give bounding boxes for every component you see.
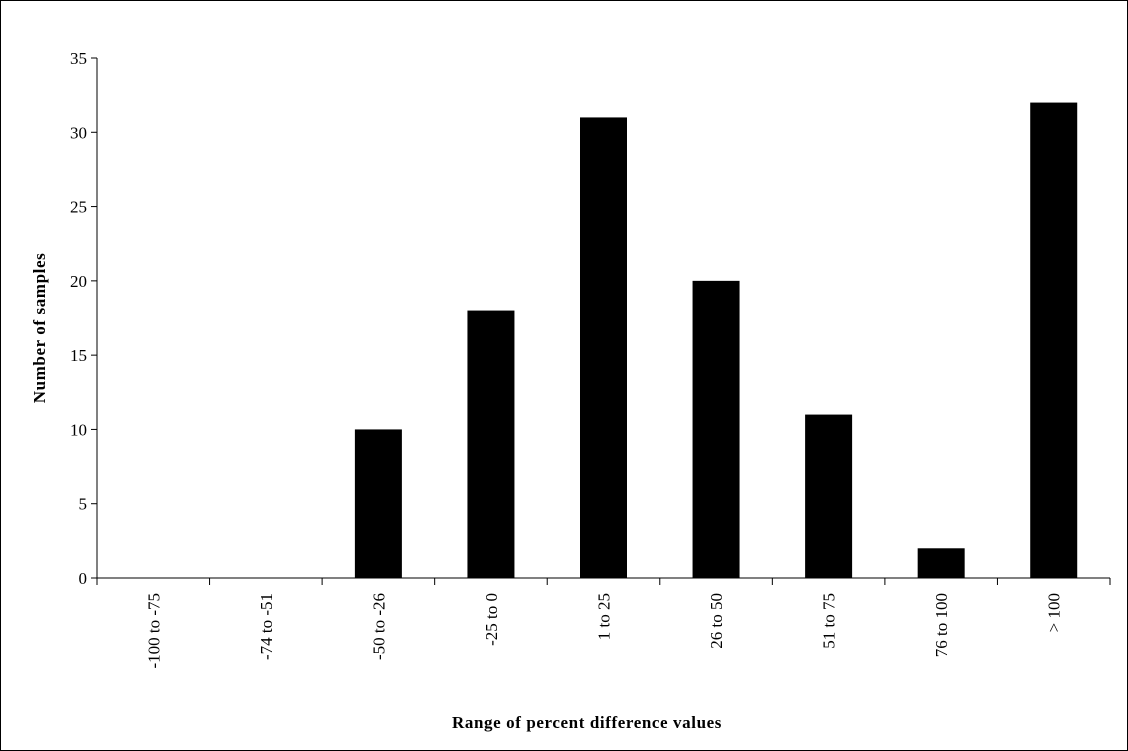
y-tick-label: 25 [70, 198, 87, 217]
y-tick-label: 5 [79, 495, 88, 514]
y-tick-label: 30 [70, 123, 87, 142]
bar [692, 280, 740, 578]
bar [1030, 102, 1078, 579]
bars [354, 102, 1078, 579]
x-tick-label: -74 to -51 [257, 593, 276, 660]
x-axis-ticks: -100 to -75 -74 to -51 -50 to -26 -25 to 0 1… [96, 578, 1111, 669]
y-tick-label: 10 [70, 420, 87, 439]
x-tick-label: 1 to 25 [595, 593, 614, 640]
bar [467, 310, 515, 578]
bar [580, 117, 627, 578]
x-tick-label: -25 to 0 [482, 593, 501, 646]
x-tick-label: 76 to 100 [932, 593, 951, 657]
x-tick-label: > 100 [1045, 593, 1064, 632]
bar [917, 548, 965, 578]
x-tick-label: 51 to 75 [820, 593, 839, 649]
bar [354, 429, 402, 578]
y-axis-title: Number of samples [30, 253, 49, 404]
y-axis-ticks: 0 5 10 15 20 25 30 35 [70, 49, 97, 588]
x-tick-label: -100 to -75 [144, 593, 163, 669]
y-tick-label: 20 [70, 272, 87, 291]
y-tick-label: 15 [70, 346, 87, 365]
x-tick-label: 26 to 50 [707, 593, 726, 649]
y-tick-label: 0 [79, 569, 88, 588]
bar [805, 414, 853, 578]
y-tick-label: 35 [70, 49, 87, 68]
x-axis-title: Range of percent difference values [452, 713, 722, 732]
x-tick-label: -50 to -26 [369, 593, 388, 660]
